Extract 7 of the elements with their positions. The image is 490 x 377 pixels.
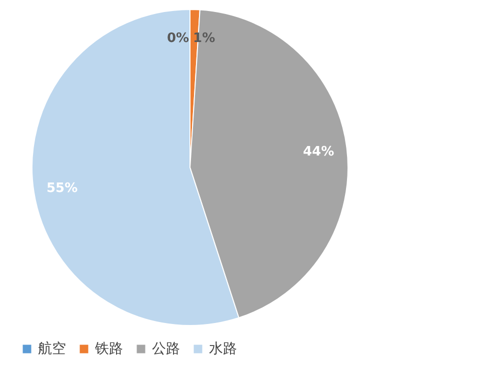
text: 0%	[166, 30, 190, 46]
data-label: 44%	[302, 144, 334, 160]
legend-label: 铁路	[94, 341, 123, 357]
legend-label: 公路	[152, 341, 180, 357]
data-label: 55%	[46, 180, 78, 196]
legend-label: 水路	[209, 341, 237, 357]
legend-label: 航空	[38, 341, 66, 357]
